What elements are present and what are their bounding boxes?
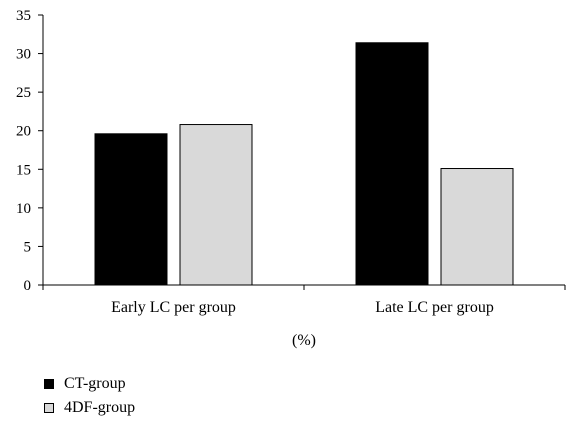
bar-4df-group-1	[179, 124, 253, 286]
bar-ct-group-2	[355, 42, 429, 286]
legend-label-ct-group: CT-group	[64, 375, 126, 392]
y-tick-label: 10	[16, 201, 31, 217]
bar-4df-group-2	[440, 168, 514, 286]
y-tick-label: 5	[24, 239, 32, 255]
x-axis-label: (%)	[292, 332, 316, 349]
y-tick-label: 30	[16, 47, 31, 63]
legend-label-4df-group: 4DF-group	[64, 399, 136, 416]
x-category-label: Early LC per group	[111, 299, 236, 316]
y-tick-label: 15	[16, 162, 31, 178]
y-tick-label: 35	[16, 8, 31, 24]
legend: CT-group 4DF-group	[44, 372, 135, 420]
y-tick-label: 25	[16, 85, 31, 101]
bar-ct-group-1	[94, 133, 168, 286]
legend-item-4df-group: 4DF-group	[44, 396, 135, 420]
y-tick-label: 0	[24, 278, 32, 294]
x-axis: Early LC per group Late LC per group	[42, 284, 566, 316]
legend-item-ct-group: CT-group	[44, 372, 135, 396]
legend-swatch-4df-group	[44, 403, 54, 413]
y-tick-label: 20	[16, 124, 31, 140]
y-axis: 0 5 10 15 20 25 30 35	[16, 8, 44, 294]
x-category-label: Late LC per group	[375, 299, 494, 316]
legend-swatch-ct-group	[44, 379, 54, 389]
bars	[94, 42, 514, 286]
